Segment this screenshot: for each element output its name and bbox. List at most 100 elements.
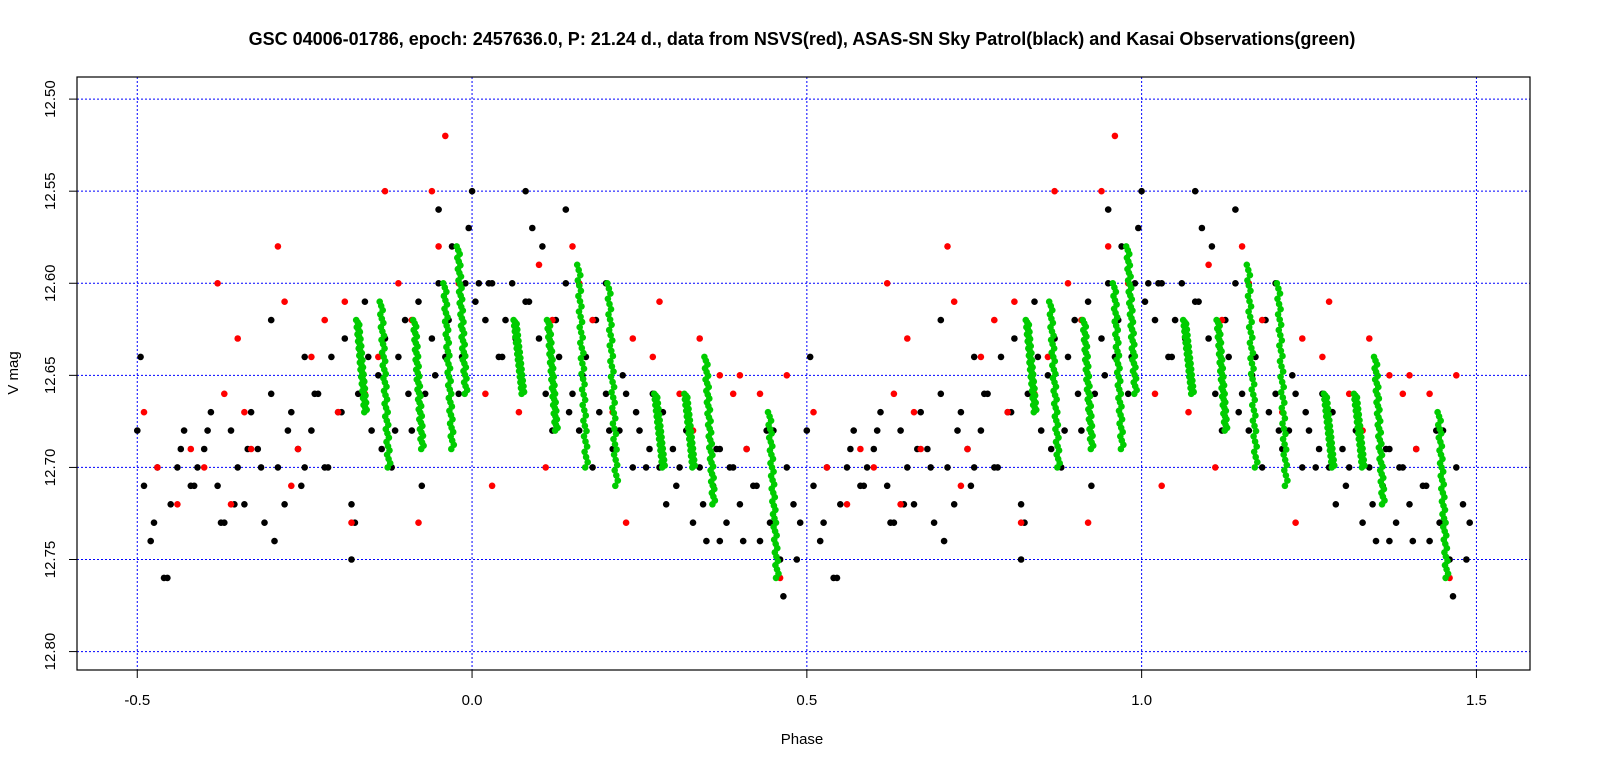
asassn-point	[365, 353, 372, 361]
nsvs-point	[1044, 353, 1052, 361]
asassn-point	[1155, 280, 1162, 287]
asassn-point	[1396, 464, 1403, 471]
kasai-point	[384, 464, 392, 471]
nsvs-point	[823, 464, 831, 471]
asassn-point	[1459, 501, 1467, 508]
nsvs-point	[274, 243, 282, 250]
asassn-point	[870, 445, 878, 453]
kasai-point	[606, 342, 614, 349]
asassn-point	[1232, 206, 1239, 213]
asassn-point	[1342, 482, 1350, 490]
asassn-point	[1245, 427, 1253, 434]
kasai-point	[1282, 430, 1289, 438]
asassn-point	[1011, 335, 1018, 342]
kasai-point	[1281, 441, 1288, 448]
asassn-point	[241, 501, 248, 508]
kasai-point	[1277, 331, 1284, 339]
nsvs-point	[756, 390, 764, 398]
kasai-point	[1279, 352, 1286, 360]
asassn-point	[944, 464, 951, 471]
asassn-point	[465, 224, 473, 232]
asassn-point	[950, 501, 958, 508]
kasai-point	[1281, 482, 1289, 490]
kasai-point	[581, 464, 589, 471]
asassn-point	[415, 298, 422, 306]
nsvs-point	[1399, 390, 1407, 398]
kasai-point	[1276, 357, 1284, 365]
asassn-point	[177, 445, 185, 453]
nsvs-point	[857, 445, 864, 453]
asassn-point	[267, 390, 275, 398]
kasai-point	[1282, 472, 1290, 479]
x-axis: -0.5 0.0 0.5 1.0 1.5	[124, 669, 1487, 709]
kasai-point	[574, 277, 582, 284]
asassn-point	[1138, 187, 1145, 195]
asassn-point	[301, 464, 309, 471]
kasai-point	[580, 391, 587, 399]
nsvs-point	[843, 501, 851, 508]
asassn-point	[164, 574, 171, 582]
kasai-point	[1221, 427, 1228, 434]
asassn-point	[1466, 519, 1473, 526]
nsvs-point	[890, 390, 898, 398]
kasai-point	[612, 482, 619, 490]
asassn-point	[1359, 519, 1366, 526]
nsvs-point	[535, 261, 543, 269]
asassn-point	[1225, 353, 1232, 361]
asassn-point	[227, 427, 235, 434]
nsvs-point	[1017, 519, 1025, 526]
asassn-point	[1034, 353, 1042, 361]
asassn-point	[395, 353, 402, 361]
asassn-point	[806, 353, 814, 361]
kasai-point	[1253, 443, 1260, 450]
asassn-point	[863, 464, 871, 471]
asassn-point	[970, 353, 978, 361]
y-axis-label: V mag	[5, 351, 22, 394]
kasai-point	[1274, 311, 1282, 318]
nsvs-point	[729, 390, 737, 398]
nsvs-point	[214, 280, 221, 287]
kasai-point	[1273, 280, 1281, 287]
asassn-point	[703, 537, 710, 545]
asassn-point	[1088, 482, 1095, 490]
asassn-point	[860, 482, 868, 490]
kasai-point	[1280, 425, 1288, 433]
nsvs-point	[140, 408, 148, 416]
kasai-point	[1279, 420, 1286, 427]
nsvs-point	[542, 464, 549, 471]
kasai-point	[1277, 373, 1284, 381]
asassn-point	[1171, 316, 1179, 324]
y-tick-label: 12.80	[42, 633, 59, 671]
y-tick-label: 12.70	[42, 449, 59, 487]
kasai-point	[611, 441, 619, 448]
kasai-point	[1087, 445, 1095, 453]
kasai-point	[581, 396, 589, 404]
asassn-point	[1406, 501, 1413, 508]
kasai-point	[610, 435, 617, 443]
kasai-point	[1278, 378, 1286, 386]
y-tick-label: 12.65	[42, 357, 59, 395]
asassn-point	[910, 501, 918, 508]
nsvs-point	[1366, 335, 1373, 342]
asassn-point	[401, 316, 409, 324]
asassn-point	[498, 353, 506, 361]
kasai-point	[604, 280, 611, 287]
asassn-point	[368, 427, 375, 434]
kasai-point	[608, 363, 616, 370]
x-tick-label: 0.5	[796, 692, 817, 709]
asassn-point	[1235, 408, 1242, 416]
asassn-point	[1195, 298, 1202, 306]
kasai-point	[609, 352, 617, 360]
nsvs-point	[281, 298, 288, 306]
nsvs-point	[415, 519, 422, 526]
asassn-point	[1131, 280, 1139, 287]
asassn-point	[1198, 224, 1206, 232]
asassn-point	[140, 482, 148, 490]
kasai-point	[1283, 461, 1291, 469]
asassn-point	[1392, 519, 1400, 526]
x-axis-label: Phase	[781, 731, 824, 748]
asassn-point	[324, 464, 332, 471]
asassn-point	[1064, 353, 1072, 361]
kasai-point	[609, 394, 617, 401]
asassn-point	[997, 353, 1005, 361]
